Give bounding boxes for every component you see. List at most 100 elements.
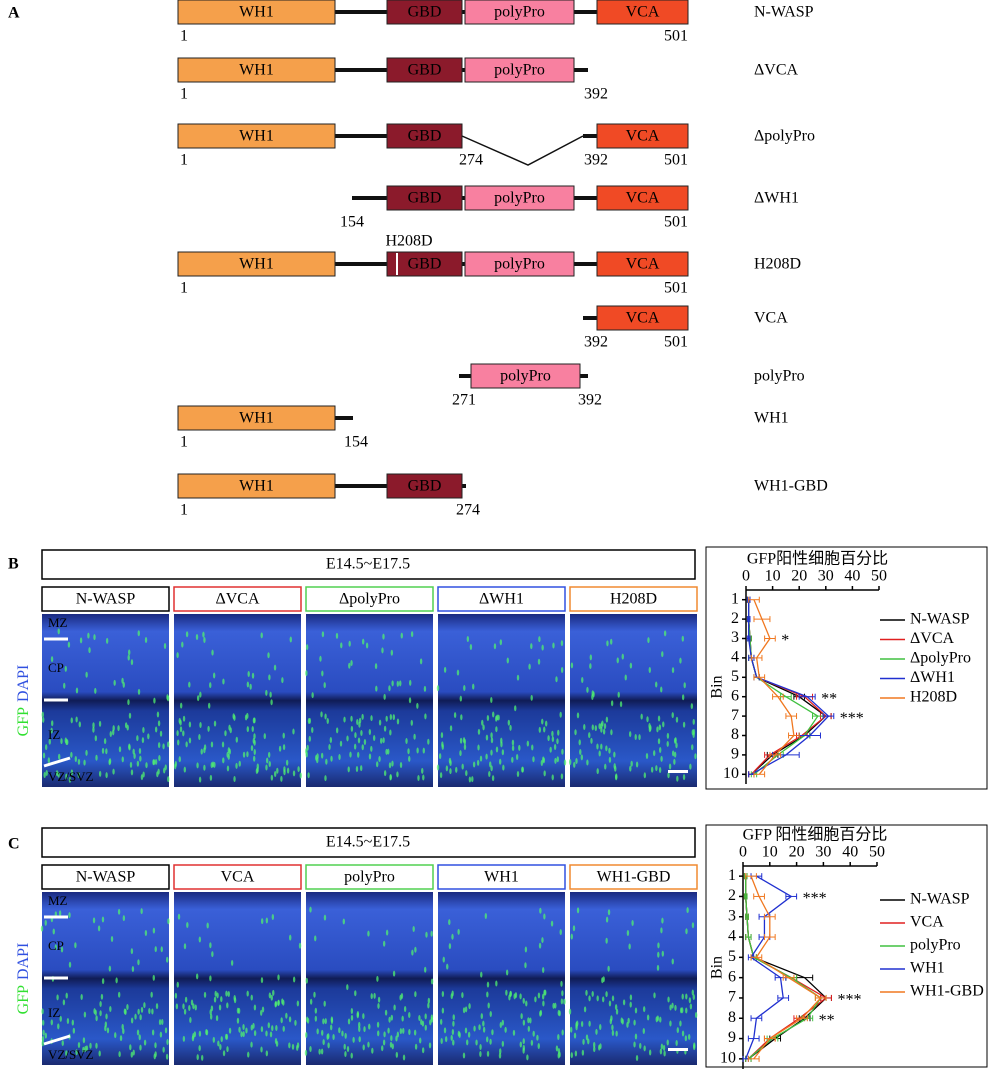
gfp-cell [451, 990, 454, 997]
gfp-cell [222, 1050, 226, 1057]
gfp-cell [408, 697, 412, 704]
gfp-cell [238, 1026, 241, 1033]
gfp-cell [659, 1016, 662, 1023]
gfp-cell [64, 665, 67, 672]
gfp-cell [643, 772, 647, 779]
gfp-cell [576, 907, 580, 914]
gfp-cell [273, 771, 277, 778]
gfp-cell [450, 1034, 453, 1041]
gfp-cell [414, 946, 417, 953]
gfp-cell [661, 917, 664, 924]
gfp-cell [160, 946, 163, 953]
gfp-cell [529, 1017, 532, 1024]
gfp-cell [528, 663, 531, 670]
gfp-cell [467, 1031, 471, 1038]
gfp-cell [591, 690, 594, 697]
panel-label: A [8, 5, 20, 22]
gfp-cell [581, 676, 584, 683]
gfp-cell [246, 726, 250, 733]
gfp-cell [346, 984, 349, 991]
gfp-cell [490, 696, 493, 703]
domain-label: polyPro [494, 256, 545, 273]
gfp-cell [576, 1020, 579, 1027]
gfp-cell [216, 992, 219, 999]
gfp-cell [183, 766, 187, 773]
layer-label: IZ [48, 1005, 60, 1020]
gfp-cell [476, 759, 480, 766]
gfp-cell [95, 1042, 98, 1049]
column-header [437, 864, 566, 890]
gfp-cell [308, 735, 311, 742]
gfp-cell [361, 744, 364, 751]
gfp-cell [227, 747, 231, 754]
gfp-cell [52, 928, 55, 935]
x-tick-label: 20 [791, 568, 807, 585]
column-label: ΔVCA [215, 591, 260, 608]
gfp-cell [85, 671, 88, 678]
gfp-cell [498, 758, 502, 765]
gfp-cell [521, 766, 524, 773]
gfp-cell [280, 775, 283, 782]
gfp-cell [633, 1041, 636, 1048]
gfp-cell [272, 989, 275, 996]
column-header [305, 864, 434, 890]
gfp-cell [430, 1016, 434, 1023]
gfp-cell [188, 721, 192, 728]
gfp-cell [585, 989, 588, 996]
gfp-cell [604, 763, 607, 770]
gfp-cell [75, 716, 78, 723]
gfp-cell [367, 1041, 370, 1048]
gfp-cell [219, 1044, 222, 1051]
gfp-cell [60, 738, 63, 745]
gfp-cell [296, 1000, 300, 1007]
y-tick-label: 6 [731, 687, 739, 704]
gfp-cell [357, 751, 360, 758]
gfp-cell [280, 1017, 283, 1024]
gfp-cell [650, 766, 654, 773]
gfp-cell [459, 750, 462, 757]
gfp-cell [645, 753, 649, 760]
gfp-cell [551, 730, 554, 737]
domain-box [177, 123, 336, 149]
gfp-cell [298, 942, 302, 949]
gfp-cell [593, 1046, 596, 1053]
domain-label: GBD [408, 4, 442, 21]
gfp-cell [109, 730, 112, 737]
gfp-cell [286, 767, 290, 774]
gfp-cell [321, 631, 325, 638]
gfp-cell [605, 716, 609, 723]
gfp-cell [418, 1015, 421, 1022]
gfp-cell [101, 916, 105, 923]
gfp-cell [602, 728, 606, 735]
gfp-cell [633, 1019, 636, 1026]
gfp-cell [390, 649, 394, 656]
gfp-cell [363, 1026, 366, 1033]
domain-box [464, 251, 575, 277]
gfp-cell [283, 769, 286, 776]
domain-box [177, 473, 336, 499]
gfp-cell [451, 1028, 455, 1035]
y-tick-label: 1 [728, 867, 736, 884]
gfp-cell [289, 636, 292, 643]
gfp-cell [233, 775, 236, 782]
gfp-cell [399, 1028, 403, 1035]
gfp-cell [306, 1017, 310, 1024]
gfp-cell [421, 1020, 425, 1027]
gfp-cell [267, 1022, 271, 1029]
gfp-cell [267, 751, 271, 758]
gfp-cell [522, 1019, 526, 1026]
domain-box [386, 251, 463, 277]
gfp-cell [114, 1032, 117, 1039]
gfp-cell [88, 647, 91, 654]
gfp-cells [41, 628, 170, 783]
condition-box [41, 549, 696, 580]
gfp-cell [101, 747, 105, 754]
gfp-cell [75, 1049, 78, 1056]
gfp-cell [324, 713, 327, 720]
gfp-cell [391, 1043, 394, 1050]
gfp-cell [689, 1003, 693, 1010]
gfp-cell [660, 1043, 664, 1050]
gfp-cell [384, 1009, 388, 1016]
gfp-cell [353, 743, 357, 750]
gfp-cell [541, 993, 545, 1000]
